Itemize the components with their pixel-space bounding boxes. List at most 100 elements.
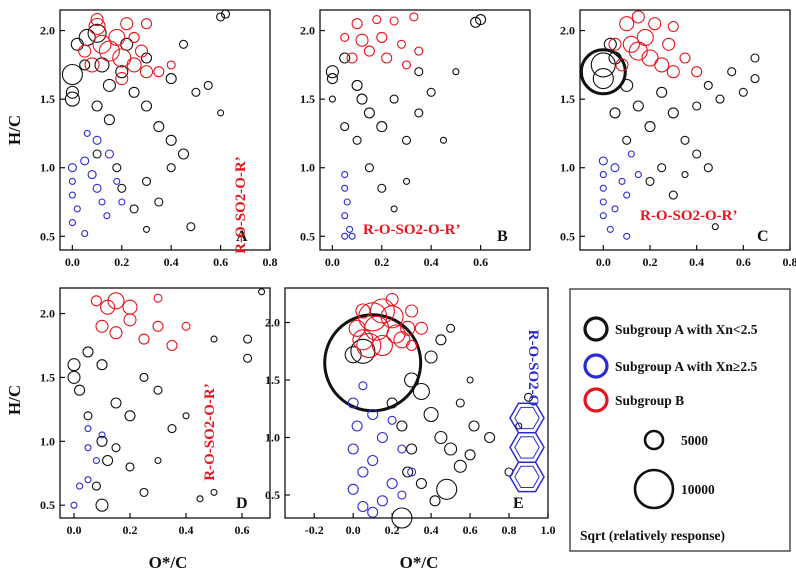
legend-label-subgroup-a-low: Subgroup A with Xn<2.5 bbox=[615, 322, 758, 337]
data-point-subgroup-a-low bbox=[377, 183, 387, 193]
data-point-subgroup-a-low bbox=[426, 87, 436, 97]
x-tick-label: 0.4 bbox=[164, 255, 179, 269]
data-point-subgroup-a-low bbox=[217, 109, 225, 117]
data-point-subgroup-a-low bbox=[96, 435, 108, 447]
data-point-subgroup-a-high bbox=[611, 205, 619, 213]
data-point-subgroup-a-high bbox=[598, 156, 608, 166]
panel-a-y-axis-label: H/C bbox=[5, 115, 24, 145]
data-point-subgroup-a-low bbox=[325, 65, 339, 79]
data-point-subgroup-a-high bbox=[341, 212, 349, 220]
data-point-subgroup-b bbox=[153, 293, 163, 303]
data-point-subgroup-a-low bbox=[339, 52, 351, 64]
x-tick-label: 0.8 bbox=[783, 255, 796, 269]
data-point-subgroup-a-low bbox=[389, 94, 399, 104]
data-point-subgroup-b bbox=[400, 320, 416, 336]
data-point-subgroup-a-low bbox=[622, 135, 632, 145]
data-point-subgroup-a-low bbox=[644, 121, 656, 133]
data-point-subgroup-a-high bbox=[634, 171, 642, 179]
data-point-subgroup-a-low bbox=[96, 359, 108, 371]
data-point-subgroup-a-low bbox=[210, 488, 218, 496]
y-tick-label: 0.5 bbox=[560, 229, 575, 243]
data-point-subgroup-a-high bbox=[367, 454, 379, 467]
panel-d-x-axis-label: O*/C bbox=[149, 553, 188, 572]
data-point-subgroup-a-low bbox=[153, 385, 163, 395]
data-point-subgroup-b bbox=[356, 332, 382, 359]
data-point-subgroup-b bbox=[181, 321, 191, 331]
data-point-subgroup-b bbox=[363, 45, 375, 57]
data-point-subgroup-a-low bbox=[452, 68, 460, 76]
x-tick-label: 0.0 bbox=[65, 255, 80, 269]
data-point-subgroup-b bbox=[152, 320, 164, 332]
data-point-subgroup-b bbox=[352, 329, 374, 351]
x-tick-label: 0.4 bbox=[179, 523, 194, 537]
y-tick-label: 0.5 bbox=[300, 229, 315, 243]
data-point-subgroup-b bbox=[109, 326, 123, 340]
data-point-subgroup-a-low bbox=[92, 149, 102, 159]
x-tick-label: 0.0 bbox=[346, 523, 361, 537]
data-point-subgroup-a-low bbox=[87, 23, 107, 43]
data-point-subgroup-b bbox=[351, 18, 363, 30]
data-point-subgroup-a-low bbox=[468, 420, 480, 432]
data-point-subgroup-b bbox=[90, 13, 104, 27]
data-point-subgroup-b bbox=[122, 299, 138, 315]
data-point-subgroup-b bbox=[108, 28, 126, 46]
data-point-subgroup-a-low bbox=[424, 350, 438, 364]
panel-c: 0.00.20.40.60.80.51.01.52.0CO*/C bbox=[560, 9, 796, 308]
legend-size-label-5000: 5000 bbox=[681, 433, 708, 448]
data-point-subgroup-a-low bbox=[590, 52, 616, 78]
data-point-subgroup-a-low bbox=[579, 48, 627, 96]
data-point-subgroup-a-high bbox=[623, 232, 631, 240]
data-point-subgroup-a-low bbox=[711, 223, 719, 231]
data-point-subgroup-a-low bbox=[455, 398, 465, 408]
data-point-subgroup-b bbox=[641, 49, 659, 67]
data-point-subgroup-a-low bbox=[608, 51, 622, 65]
data-point-subgroup-a-low bbox=[82, 346, 94, 358]
data-point-subgroup-a-high bbox=[98, 198, 106, 206]
data-point-subgroup-a-high bbox=[341, 232, 349, 240]
data-point-subgroup-a-low bbox=[191, 87, 201, 97]
data-point-subgroup-a-low bbox=[667, 107, 679, 119]
legend-size-marker-5000 bbox=[643, 429, 665, 451]
data-point-subgroup-b bbox=[648, 17, 662, 31]
data-point-subgroup-a-low bbox=[153, 121, 165, 133]
data-point-subgroup-a-high bbox=[367, 506, 379, 518]
x-tick-label: 0.2 bbox=[123, 523, 138, 537]
data-point-subgroup-a-high bbox=[357, 466, 369, 478]
data-point-subgroup-a-low bbox=[115, 65, 129, 79]
data-point-subgroup-a-low bbox=[523, 392, 534, 402]
data-point-subgroup-a-low bbox=[111, 443, 121, 453]
data-point-subgroup-a-high bbox=[84, 444, 92, 452]
data-point-subgroup-a-low bbox=[112, 163, 122, 173]
data-point-subgroup-a-high bbox=[83, 129, 91, 137]
data-point-subgroup-a-low bbox=[196, 495, 204, 503]
data-point-subgroup-a-low bbox=[139, 372, 149, 382]
ring-inner-3 bbox=[514, 465, 540, 488]
legend-size-title: Sqrt (relatively response) bbox=[580, 528, 725, 543]
y-tick-label: 2.0 bbox=[40, 24, 55, 38]
data-point-subgroup-b bbox=[123, 313, 137, 327]
panel-a-frame bbox=[59, 9, 271, 251]
data-point-subgroup-a-low bbox=[376, 121, 388, 133]
data-point-subgroup-a-low bbox=[166, 163, 176, 173]
data-point-subgroup-b bbox=[346, 52, 358, 64]
data-point-subgroup-a-high bbox=[70, 501, 78, 509]
panel-c-points bbox=[579, 10, 760, 240]
data-point-subgroup-a-high bbox=[343, 198, 351, 206]
x-tick-label: 0.4 bbox=[424, 255, 439, 269]
data-point-subgroup-b bbox=[355, 33, 369, 47]
data-point-subgroup-b bbox=[140, 18, 153, 30]
data-point-subgroup-a-low bbox=[363, 107, 375, 119]
y-tick-label: 1.0 bbox=[265, 431, 280, 445]
x-tick-label: 0.2 bbox=[374, 255, 389, 269]
data-point-subgroup-a-low bbox=[95, 498, 109, 512]
data-point-subgroup-b bbox=[631, 10, 645, 24]
data-point-subgroup-a-low bbox=[402, 466, 414, 478]
panel-d-frame bbox=[59, 287, 271, 519]
data-point-subgroup-b bbox=[406, 339, 418, 352]
data-point-subgroup-a-high bbox=[84, 425, 92, 433]
data-point-subgroup-a-low bbox=[681, 171, 689, 179]
data-point-subgroup-a-low bbox=[364, 163, 374, 173]
data-point-subgroup-a-low bbox=[386, 397, 398, 409]
data-point-subgroup-b bbox=[355, 303, 371, 319]
data-point-subgroup-b bbox=[414, 46, 424, 56]
